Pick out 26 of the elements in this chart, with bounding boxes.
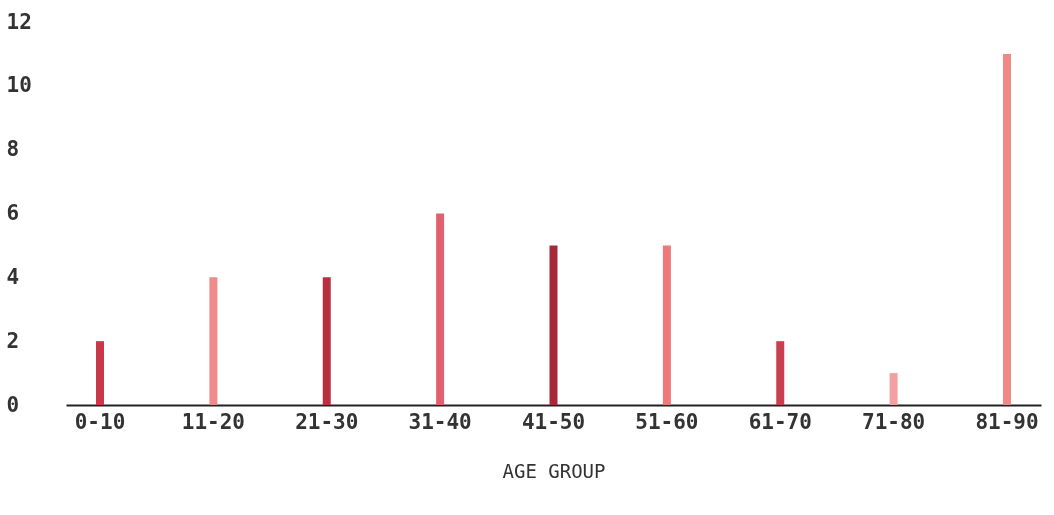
y-tick-label: 0 — [6, 392, 20, 417]
bar — [1002, 53, 1011, 405]
x-tick-label: 41-50 — [521, 409, 586, 434]
x-tick-label: 61-70 — [748, 409, 812, 434]
x-tick-label: 81-90 — [975, 409, 1039, 434]
x-axis-title: AGE GROUP — [502, 459, 606, 482]
y-tick-label: 4 — [6, 264, 20, 289]
bar — [776, 341, 785, 405]
y-tick-label: 12 — [6, 9, 32, 34]
x-tick-label: 11-20 — [181, 409, 245, 434]
y-tick-label: 8 — [6, 137, 20, 162]
x-tick-label: 51-60 — [635, 409, 699, 434]
bar — [96, 341, 105, 405]
bar — [549, 245, 558, 405]
x-tick-label: 0-10 — [74, 409, 126, 434]
y-tick-label: 2 — [6, 328, 20, 353]
bar — [889, 373, 898, 405]
y-tick-label: 10 — [6, 73, 32, 98]
bar — [322, 277, 331, 405]
x-tick-label: 71-80 — [862, 409, 926, 434]
bar — [209, 277, 218, 405]
y-tick-label: 6 — [6, 201, 20, 225]
x-tick-label: 21-30 — [295, 409, 359, 434]
x-tick-label: 31-40 — [408, 409, 472, 434]
bar — [436, 213, 445, 405]
bar — [662, 245, 671, 405]
